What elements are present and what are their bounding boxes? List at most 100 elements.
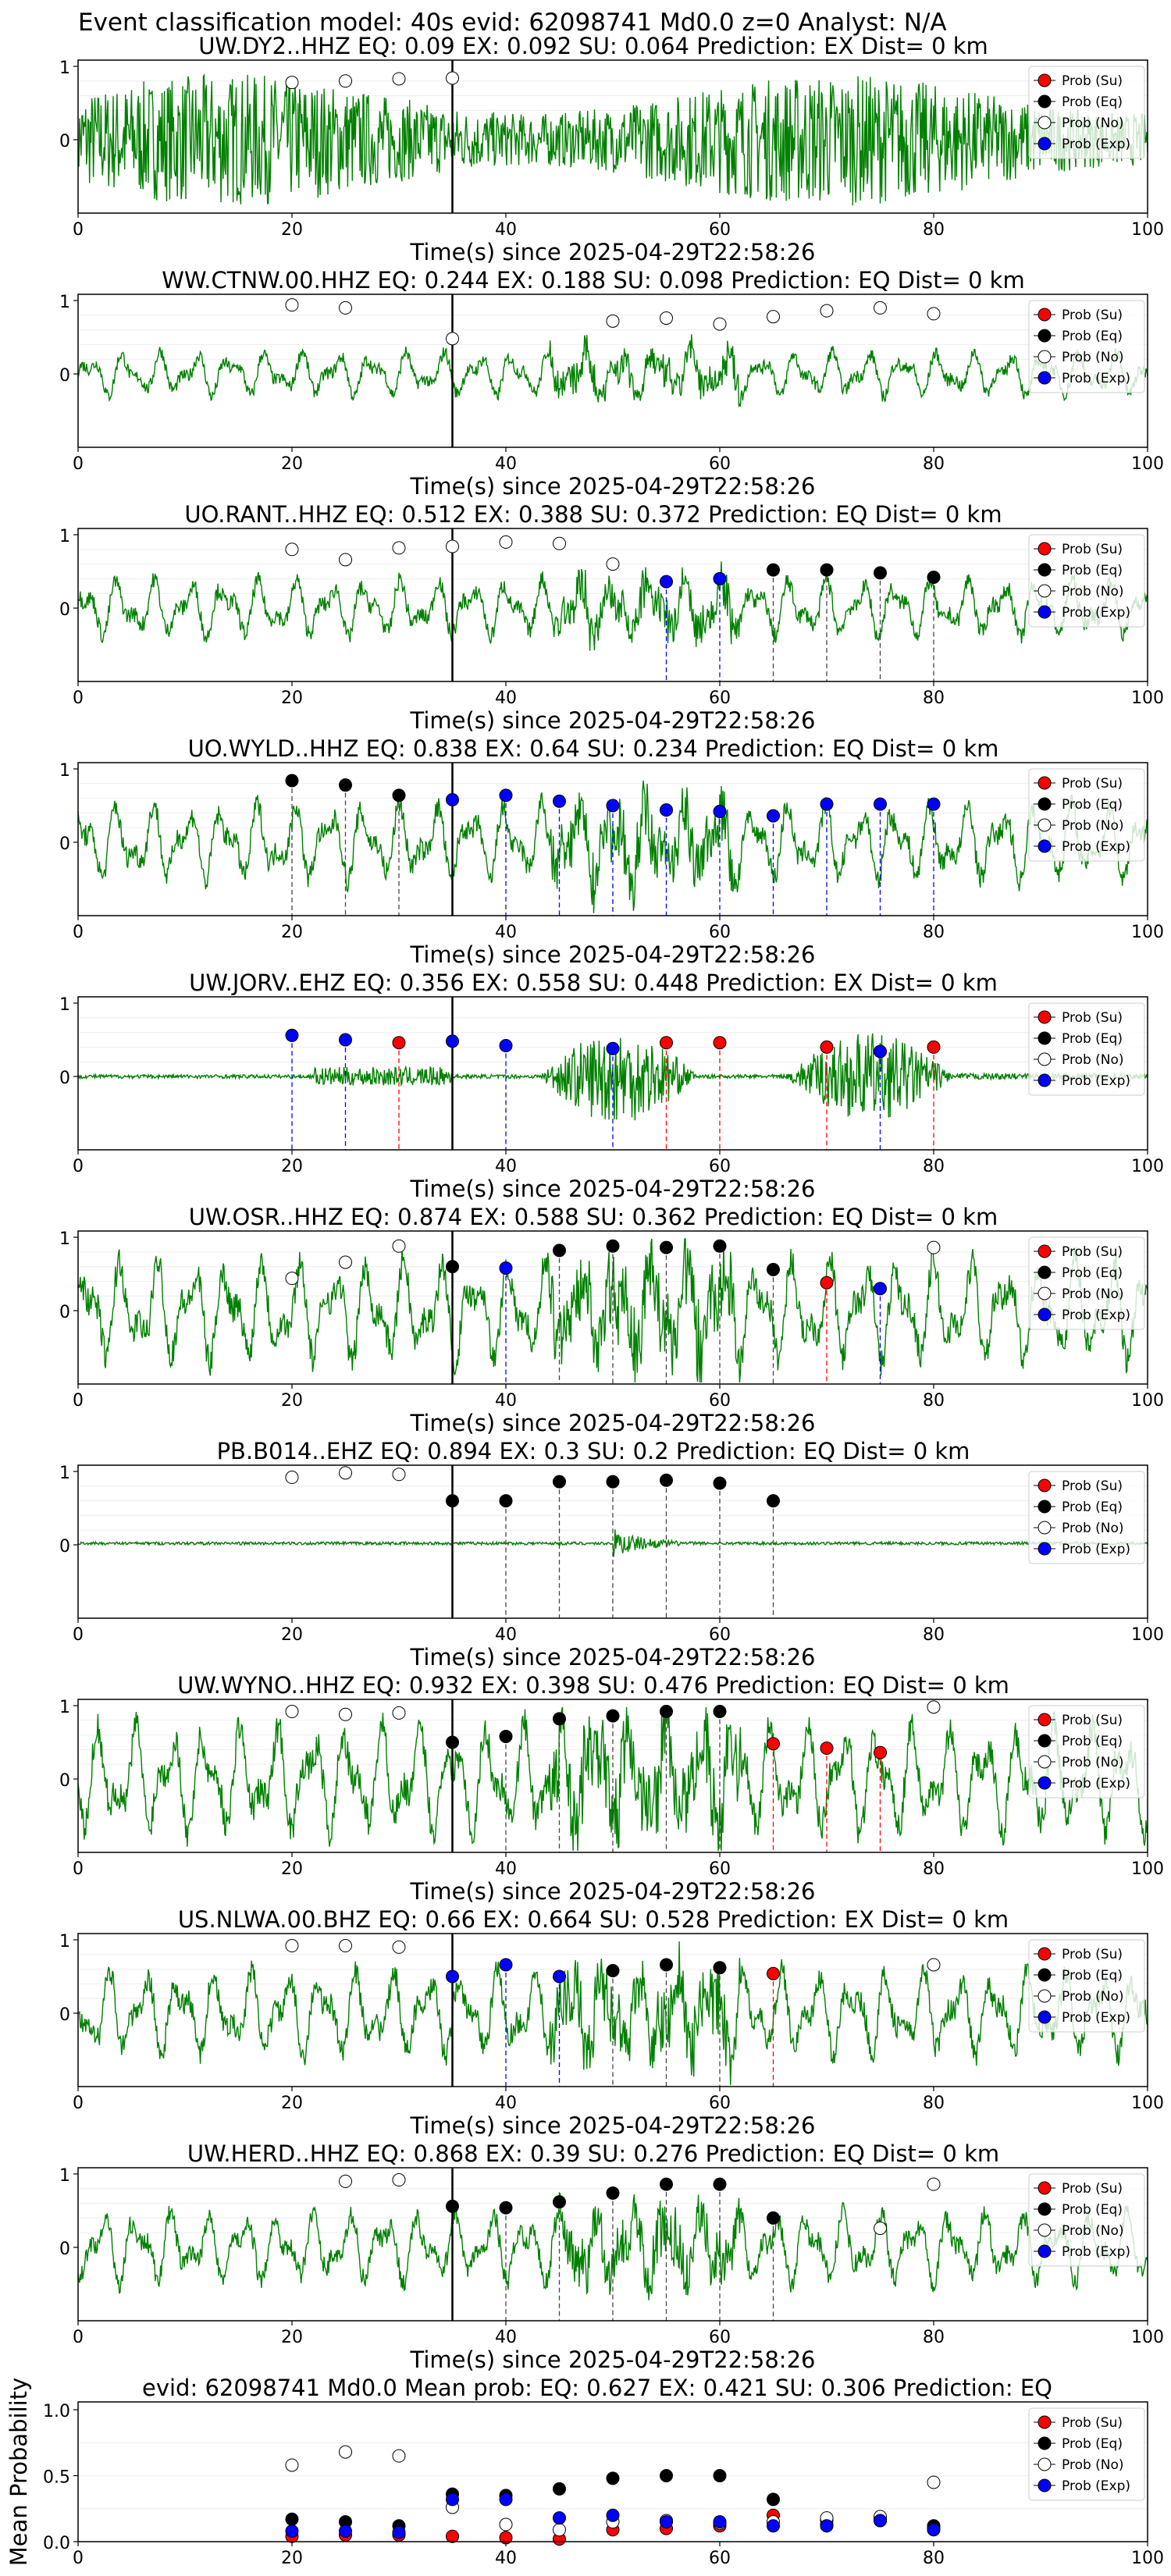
waveform-trace: [77, 73, 1148, 206]
prob-point-exp: [553, 1969, 566, 1984]
legend-box: [1028, 1705, 1145, 1799]
y-tick-label: 1: [59, 1229, 70, 1249]
prob-point-no: [392, 72, 406, 86]
prob-point-eq: [446, 2199, 459, 2213]
plot-frame: [77, 59, 1148, 214]
x-tick-label: 100: [1131, 1859, 1164, 1879]
legend-marker: [1038, 818, 1052, 832]
y-tick-label: 0.5: [43, 2468, 70, 2488]
x-tick-label: 80: [923, 2549, 945, 2568]
legend-box: [1028, 2173, 1145, 2267]
y-tick-label: 1: [59, 2166, 70, 2186]
legend-label: Prob (Su): [1062, 1010, 1123, 1026]
prob-point-exp: [874, 1282, 887, 1296]
legend-marker: [1038, 137, 1052, 151]
y-tick-label: 1.0: [43, 2402, 70, 2421]
legend-label: Prob (Su): [1062, 2181, 1123, 2197]
legend-marker: [1038, 2181, 1052, 2195]
mean-point-exp: [499, 2492, 513, 2507]
legend-label: Prob (Exp): [1062, 605, 1130, 621]
x-axis-label: Time(s) since 2025-04-29T22:58:26: [410, 239, 816, 265]
y-tick-label: 1: [59, 293, 70, 312]
legend-label: Prob (No): [1062, 1521, 1124, 1536]
prob-point-no: [499, 535, 513, 549]
mean-point-exp: [446, 2492, 459, 2507]
prob-point-su: [820, 1040, 834, 1054]
legend-label: Prob (No): [1062, 1286, 1124, 1302]
mean-point-eq: [660, 2469, 673, 2482]
x-tick-label: 0: [73, 1859, 84, 1879]
legend-marker: [1038, 2457, 1052, 2471]
x-tick-label: 100: [1131, 923, 1164, 942]
prob-point-eq: [553, 2195, 566, 2209]
legend-marker: [1038, 1265, 1052, 1279]
legend-label: Prob (Exp): [1062, 839, 1130, 855]
plot-frame: [77, 1699, 1148, 1853]
prob-point-eq: [660, 1240, 673, 1254]
y-tick-label: 0: [59, 2240, 70, 2259]
y-axis-label: Mean Probability: [5, 2378, 32, 2567]
prob-point-no: [767, 310, 780, 324]
mean-point-exp: [713, 2515, 727, 2529]
x-tick-label: 80: [923, 1859, 945, 1879]
y-tick-label: 1: [59, 1698, 70, 1717]
x-tick-label: 20: [281, 1391, 303, 1411]
waveform-panel-7: PB.B014..EHZ EQ: 0.894 EX: 0.3 SU: 0.2 P…: [59, 1438, 1164, 1670]
x-tick-label: 60: [709, 2094, 731, 2113]
x-tick-label: 60: [709, 923, 731, 942]
mean-point-exp: [553, 2511, 566, 2525]
legend-label: Prob (Exp): [1062, 2244, 1130, 2260]
mean-point-eq: [285, 2512, 299, 2526]
x-tick-label: 40: [495, 2094, 517, 2113]
prob-point-exp: [874, 797, 887, 811]
prob-point-exp: [499, 1958, 513, 1972]
prob-point-eq: [499, 2201, 513, 2215]
legend-label: Prob (Eq): [1062, 1500, 1123, 1515]
y-tick-label: 1: [59, 761, 70, 781]
prob-point-no: [339, 74, 352, 88]
prob-point-no: [285, 1705, 299, 1719]
x-axis-label: Time(s) since 2025-04-29T22:58:26: [410, 473, 816, 500]
suptitle: Event classification model: 40s evid: 62…: [78, 9, 947, 37]
waveform-trace: [77, 1941, 1148, 2086]
legend-marker: [1038, 1286, 1052, 1300]
y-tick-label: 0: [59, 366, 70, 386]
prob-point-su: [767, 1966, 780, 1980]
prob-point-eq: [553, 1244, 566, 1258]
prob-point-exp: [339, 1033, 352, 1047]
prob-point-eq: [339, 778, 352, 792]
x-tick-label: 20: [281, 2094, 303, 2113]
legend-marker: [1038, 116, 1052, 130]
prob-point-eq: [499, 1729, 513, 1743]
prob-point-no: [339, 1939, 352, 1953]
legend-label: Prob (Exp): [1062, 1073, 1130, 1089]
y-tick-label: 1: [59, 527, 70, 546]
waveform-trace: [77, 1706, 1148, 1852]
legend-label: Prob (Exp): [1062, 1308, 1130, 1323]
legend-marker: [1038, 584, 1052, 598]
y-tick-label: 0: [59, 1303, 70, 1322]
mean-point-exp: [820, 2519, 834, 2533]
x-tick-label: 40: [495, 1157, 517, 1176]
x-tick-label: 0: [73, 220, 84, 240]
panel-title: WW.CTNW.00.HHZ EQ: 0.244 EX: 0.188 SU: 0…: [162, 267, 1024, 294]
prob-point-eq: [874, 566, 887, 580]
legend-marker: [1038, 1244, 1052, 1258]
prob-point-no: [446, 332, 459, 346]
prob-point-no: [339, 301, 352, 315]
mean-probability-panel: evid: 62098741 Md0.0 Mean prob: EQ: 0.62…: [5, 2375, 1164, 2568]
prob-point-no: [874, 2222, 887, 2236]
prob-point-su: [660, 1036, 673, 1050]
prob-point-exp: [713, 805, 727, 819]
prob-point-exp: [446, 1034, 459, 1048]
x-tick-label: 40: [495, 1859, 517, 1879]
x-tick-label: 100: [1131, 2549, 1164, 2568]
legend-label: Prob (Eq): [1062, 1031, 1123, 1047]
prob-point-exp: [820, 797, 834, 811]
y-tick-label: 0: [59, 1537, 70, 1557]
prob-point-exp: [660, 575, 673, 589]
prob-point-su: [927, 1040, 941, 1054]
legend-label: Prob (No): [1062, 2223, 1124, 2239]
panel-title: UW.WYNO..HHZ EQ: 0.932 EX: 0.398 SU: 0.4…: [177, 1672, 1009, 1699]
mean-point-eq: [767, 2492, 780, 2507]
